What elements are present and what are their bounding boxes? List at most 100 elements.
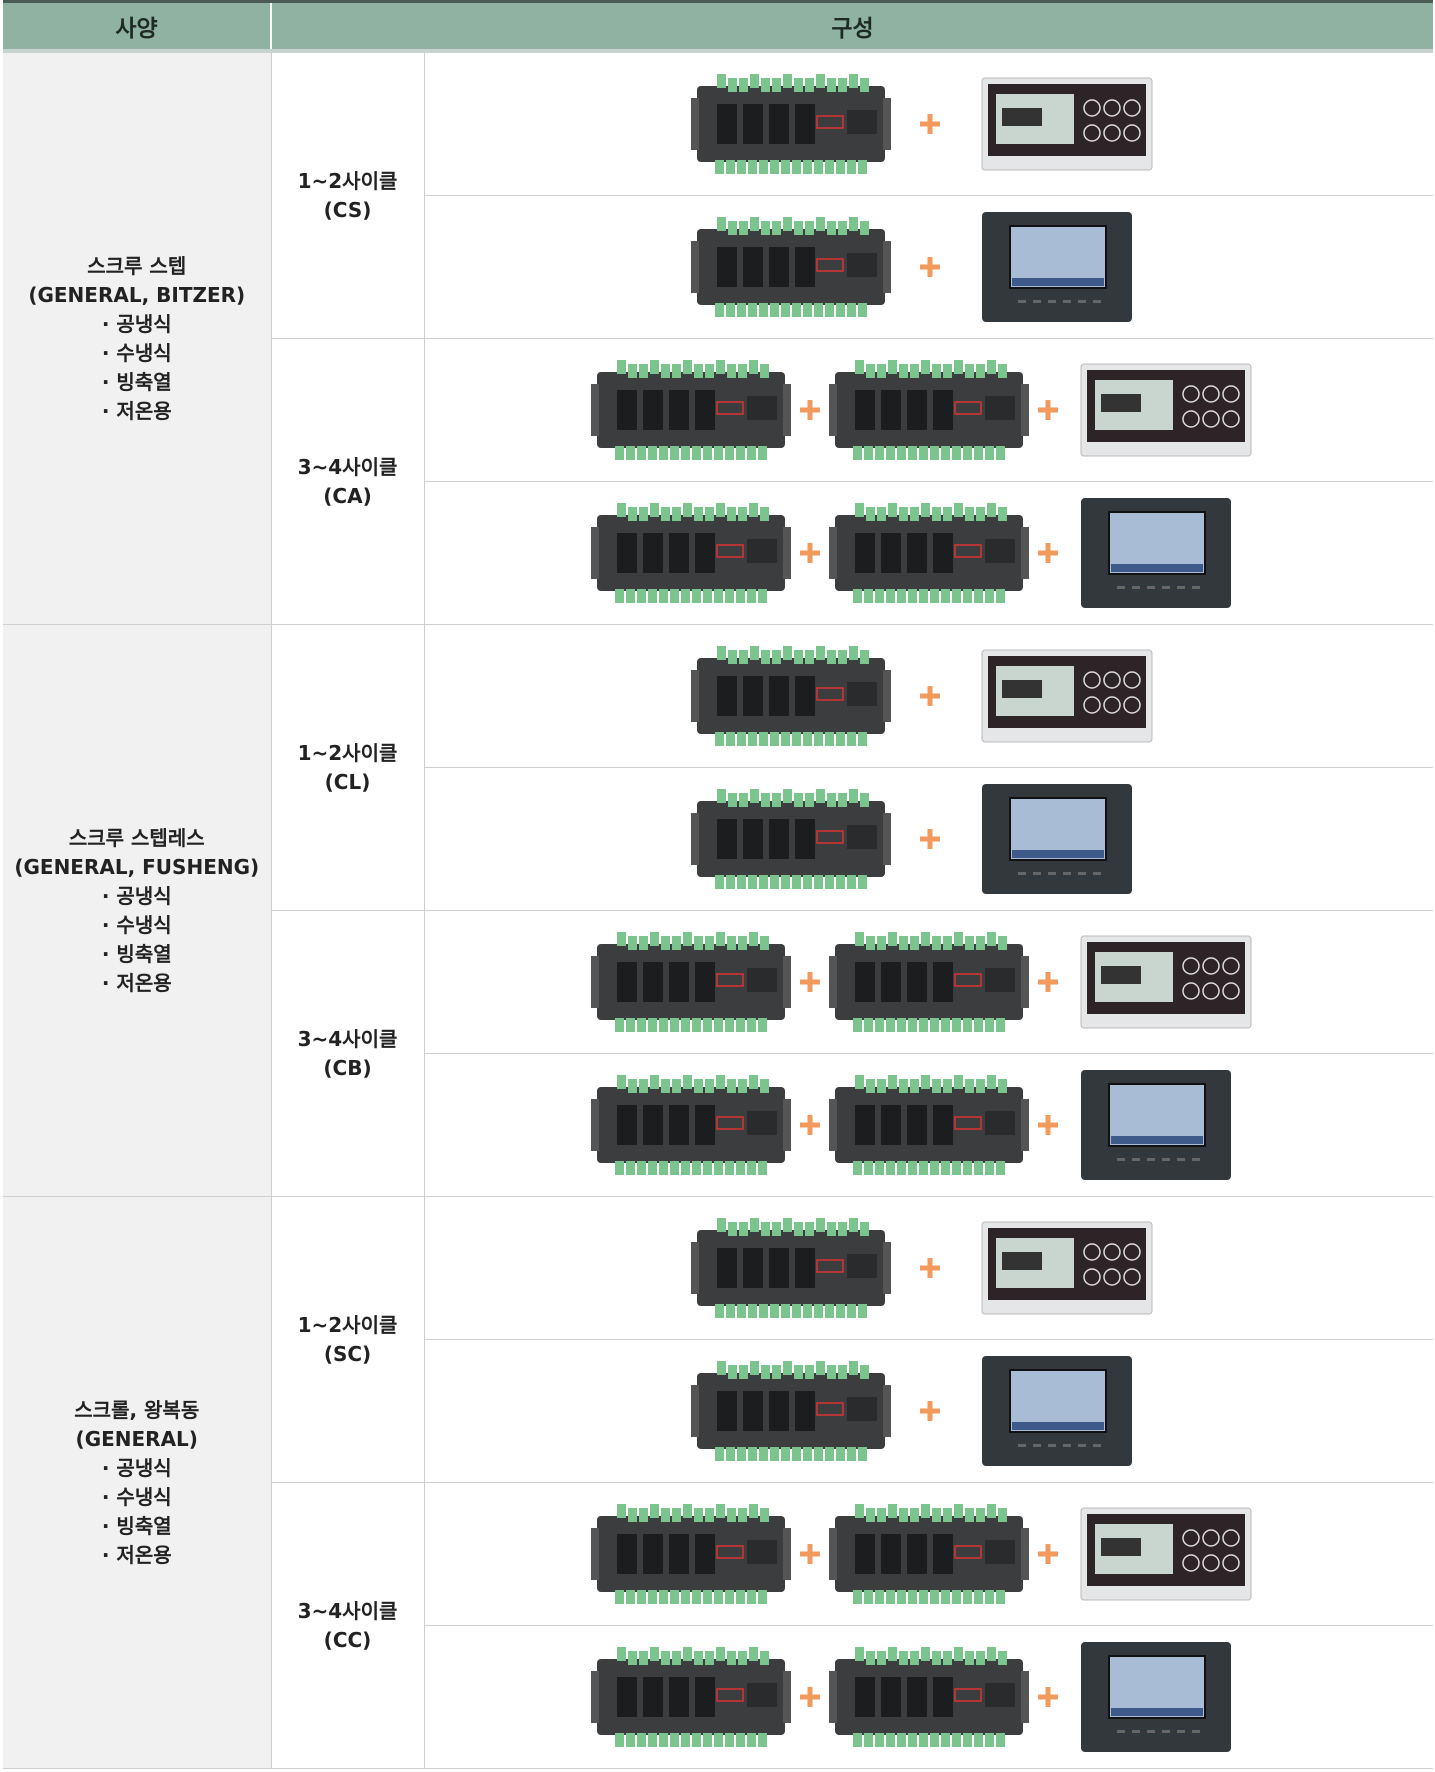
spec-item: · 저온용 bbox=[101, 970, 172, 995]
config-cell bbox=[423, 767, 1434, 911]
cycle-label: 1~2사이클 bbox=[297, 740, 398, 765]
relay bbox=[668, 533, 689, 573]
terminal bbox=[638, 364, 648, 378]
terminal bbox=[859, 221, 869, 235]
terminal bbox=[920, 360, 930, 374]
terminal bbox=[704, 1079, 714, 1093]
terminal bbox=[942, 1651, 952, 1665]
terminal bbox=[746, 1018, 756, 1032]
relay bbox=[694, 1677, 715, 1717]
controller-side bbox=[690, 670, 699, 722]
terminal bbox=[660, 1079, 670, 1093]
relay bbox=[932, 533, 953, 573]
plus-icon bbox=[927, 114, 932, 134]
terminal bbox=[874, 1161, 884, 1175]
terminal bbox=[671, 936, 681, 950]
button bbox=[1201, 1554, 1220, 1572]
controller-side bbox=[782, 1528, 791, 1580]
controller-face bbox=[984, 539, 1015, 563]
lcd-bar bbox=[1011, 850, 1104, 858]
terminal bbox=[940, 1733, 950, 1747]
relay bbox=[694, 390, 715, 430]
terminal bbox=[658, 1590, 668, 1604]
terminal bbox=[791, 160, 801, 174]
config-graphic bbox=[690, 1356, 1132, 1466]
controller-face bbox=[984, 396, 1015, 420]
terminal bbox=[737, 507, 747, 521]
plus-icon bbox=[1045, 972, 1050, 992]
terminal bbox=[759, 936, 769, 950]
terminal bbox=[887, 932, 897, 946]
relay bbox=[880, 1105, 901, 1145]
terminal bbox=[758, 160, 768, 174]
cycle-code: (CC) bbox=[323, 1627, 372, 1652]
spec-text: 스크롤, 왕복동 (GENERAL) · 공냉식 · 수냉식 · 빙축열 · 저온용 bbox=[3, 1396, 271, 1570]
terminal bbox=[997, 1079, 1007, 1093]
stop-label bbox=[953, 544, 982, 558]
terminal bbox=[865, 1508, 875, 1522]
relay bbox=[616, 1105, 637, 1145]
relay bbox=[932, 962, 953, 1002]
terminal bbox=[769, 875, 779, 889]
config-cell bbox=[423, 1196, 1434, 1340]
terminal bbox=[953, 360, 963, 374]
terminal bbox=[848, 789, 858, 803]
controller-side bbox=[590, 1099, 599, 1151]
key bbox=[1161, 1730, 1170, 1733]
terminal bbox=[852, 1733, 862, 1747]
terminal bbox=[852, 1018, 862, 1032]
terminal bbox=[984, 1018, 994, 1032]
cycle-label: 1~2사이클 bbox=[297, 168, 398, 193]
stop-label bbox=[715, 1688, 744, 1702]
terminal bbox=[715, 1075, 725, 1089]
terminal bbox=[824, 160, 834, 174]
stop-label bbox=[815, 1259, 844, 1273]
terminal bbox=[885, 589, 895, 603]
terminal bbox=[837, 221, 847, 235]
terminal bbox=[997, 936, 1007, 950]
relay bbox=[642, 1677, 663, 1717]
terminal bbox=[680, 1590, 690, 1604]
terminal bbox=[802, 732, 812, 746]
plus-icon bbox=[927, 686, 932, 706]
terminal bbox=[837, 1222, 847, 1236]
terminal bbox=[804, 793, 814, 807]
terminal bbox=[746, 589, 756, 603]
terminal bbox=[995, 446, 1005, 460]
terminal bbox=[727, 793, 737, 807]
terminal bbox=[802, 1447, 812, 1461]
cycle-code: (CA) bbox=[323, 483, 372, 508]
terminal bbox=[757, 1733, 767, 1747]
terminal bbox=[636, 1161, 646, 1175]
plus-icon bbox=[927, 1258, 932, 1278]
cycle-code: (CB) bbox=[323, 1055, 372, 1080]
controller-face bbox=[846, 110, 877, 134]
terminal bbox=[616, 932, 626, 946]
relay bbox=[694, 1105, 715, 1145]
spec-item: · 공냉식 bbox=[101, 311, 172, 336]
spec-text: 스크루 스텝레스 (GENERAL, FUSHENG) · 공냉식 · 수냉식 · 빙축… bbox=[3, 824, 271, 998]
terminal bbox=[848, 1218, 858, 1232]
button bbox=[1082, 124, 1101, 142]
terminal bbox=[769, 160, 779, 174]
terminal bbox=[824, 875, 834, 889]
plus-icon bbox=[807, 1687, 812, 1707]
terminal bbox=[647, 589, 657, 603]
terminal bbox=[682, 1075, 692, 1089]
terminal bbox=[638, 1079, 648, 1093]
terminal bbox=[865, 507, 875, 521]
terminal bbox=[757, 1018, 767, 1032]
stop-label bbox=[715, 401, 744, 415]
controller-face bbox=[846, 1397, 877, 1421]
button bbox=[1201, 982, 1220, 1000]
terminal bbox=[771, 793, 781, 807]
terminal bbox=[848, 217, 858, 231]
terminal bbox=[658, 589, 668, 603]
terminal bbox=[984, 446, 994, 460]
relay bbox=[854, 1105, 875, 1145]
relay bbox=[742, 1391, 763, 1431]
relay bbox=[716, 819, 737, 859]
terminal bbox=[693, 936, 703, 950]
terminal bbox=[835, 732, 845, 746]
